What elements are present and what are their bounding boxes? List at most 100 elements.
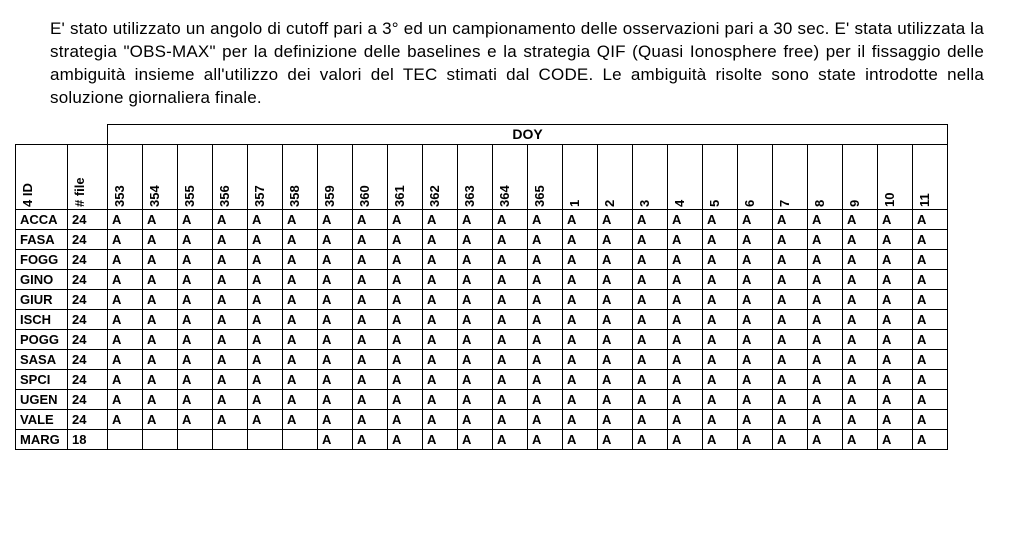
table-row: MARG18AAAAAAAAAAAAAAAAAA — [16, 429, 948, 449]
cell: A — [668, 409, 703, 429]
cell: A — [528, 429, 563, 449]
cell: A — [108, 309, 143, 329]
cell: A — [353, 309, 388, 329]
cell: A — [668, 389, 703, 409]
cell: A — [458, 369, 493, 389]
cell: A — [178, 389, 213, 409]
cell: A — [493, 209, 528, 229]
cell: A — [283, 229, 318, 249]
cell: A — [878, 269, 913, 289]
cell: A — [388, 329, 423, 349]
table-row: ACCA24AAAAAAAAAAAAAAAAAAAAAAAA — [16, 209, 948, 229]
cell: A — [913, 229, 948, 249]
cell: A — [353, 209, 388, 229]
day-header: 1 — [563, 144, 598, 209]
cell: A — [738, 269, 773, 289]
cell: A — [353, 289, 388, 309]
cell: A — [248, 329, 283, 349]
cell: A — [773, 409, 808, 429]
cell: A — [108, 209, 143, 229]
cell: A — [773, 329, 808, 349]
cell: A — [703, 429, 738, 449]
table-row: POGG24AAAAAAAAAAAAAAAAAAAAAAAA — [16, 329, 948, 349]
cell: A — [913, 369, 948, 389]
cell: A — [493, 249, 528, 269]
cell: A — [633, 429, 668, 449]
cell: A — [563, 389, 598, 409]
cell: A — [598, 429, 633, 449]
col-id: 4 ID — [16, 144, 68, 209]
row-file: 24 — [68, 209, 108, 229]
day-header: 5 — [703, 144, 738, 209]
cell: A — [423, 289, 458, 309]
cell: A — [143, 389, 178, 409]
cell: A — [668, 229, 703, 249]
cell: A — [458, 429, 493, 449]
cell: A — [633, 289, 668, 309]
cell: A — [458, 249, 493, 269]
cell: A — [213, 209, 248, 229]
cell: A — [738, 429, 773, 449]
cell: A — [353, 389, 388, 409]
row-id: FOGG — [16, 249, 68, 269]
data-table: DOY 4 ID # file 353354355356357358359360… — [15, 124, 948, 450]
cell: A — [738, 289, 773, 309]
intro-paragraph: E' stato utilizzato un angolo di cutoff … — [50, 18, 984, 110]
cell: A — [703, 289, 738, 309]
cell: A — [178, 249, 213, 269]
cell: A — [283, 309, 318, 329]
cell: A — [878, 309, 913, 329]
cell: A — [528, 409, 563, 429]
doy-row: DOY — [16, 124, 948, 144]
cell — [248, 429, 283, 449]
cell: A — [108, 389, 143, 409]
cell: A — [703, 249, 738, 269]
cell: A — [738, 349, 773, 369]
cell: A — [913, 249, 948, 269]
cell: A — [423, 429, 458, 449]
cell: A — [108, 349, 143, 369]
cell — [108, 429, 143, 449]
cell — [283, 429, 318, 449]
cell: A — [913, 349, 948, 369]
cell: A — [493, 369, 528, 389]
cell: A — [878, 289, 913, 309]
cell: A — [878, 349, 913, 369]
cell: A — [318, 409, 353, 429]
cell: A — [388, 289, 423, 309]
cell: A — [248, 409, 283, 429]
cell: A — [738, 329, 773, 349]
cell: A — [528, 229, 563, 249]
day-header: 11 — [913, 144, 948, 209]
cell: A — [563, 309, 598, 329]
cell: A — [493, 349, 528, 369]
cell: A — [598, 289, 633, 309]
cell: A — [773, 269, 808, 289]
row-id: SASA — [16, 349, 68, 369]
cell: A — [458, 329, 493, 349]
cell: A — [318, 209, 353, 229]
cell: A — [808, 349, 843, 369]
cell: A — [283, 389, 318, 409]
cell: A — [563, 209, 598, 229]
cell: A — [458, 229, 493, 249]
cell: A — [353, 429, 388, 449]
cell: A — [493, 329, 528, 349]
table-row: UGEN24AAAAAAAAAAAAAAAAAAAAAAAA — [16, 389, 948, 409]
cell: A — [248, 369, 283, 389]
cell: A — [878, 389, 913, 409]
cell: A — [808, 309, 843, 329]
cell: A — [843, 329, 878, 349]
row-file: 24 — [68, 309, 108, 329]
cell: A — [528, 389, 563, 409]
cell: A — [248, 229, 283, 249]
table-row: GINO24AAAAAAAAAAAAAAAAAAAAAAAA — [16, 269, 948, 289]
cell: A — [388, 249, 423, 269]
cell: A — [563, 249, 598, 269]
cell: A — [493, 269, 528, 289]
cell: A — [703, 229, 738, 249]
cell: A — [598, 329, 633, 349]
cell: A — [353, 349, 388, 369]
day-header: 10 — [878, 144, 913, 209]
cell: A — [458, 269, 493, 289]
